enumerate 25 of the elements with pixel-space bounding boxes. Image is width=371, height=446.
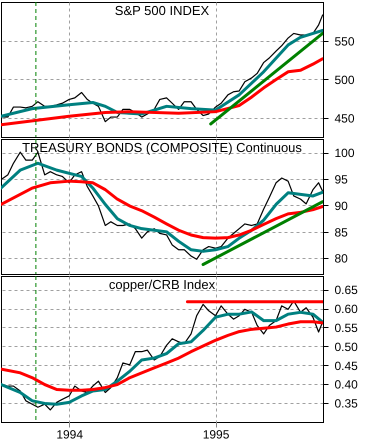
y-tick-label: 90 (334, 198, 348, 213)
y-tick-label: 0.50 (334, 340, 358, 354)
y-tick-label: 0.60 (334, 302, 358, 316)
chart-title: copper/CRB Index (108, 277, 216, 292)
chart-title: TREASURY BONDS (COMPOSITE) Continuous (22, 140, 302, 155)
y-tick-label: 0.45 (334, 358, 358, 373)
line-series (1, 180, 323, 240)
y-tick-label: 0.55 (334, 320, 358, 335)
x-tick-label: 1995 (202, 428, 230, 442)
y-tick-label: 450 (334, 111, 355, 126)
y-tick-label: 80 (334, 252, 348, 266)
line-series (1, 320, 323, 392)
y-tick-label: 100 (334, 146, 355, 160)
y-tick-label: 550 (334, 34, 355, 49)
y-tick-label: 0.40 (334, 378, 358, 392)
chart-title: S&P 500 INDEX (114, 3, 210, 18)
line-series (1, 57, 323, 126)
y-tick-label: 85 (334, 225, 348, 240)
line-series (1, 162, 323, 253)
y-tick-label: 500 (334, 72, 355, 87)
y-tick-label: 0.65 (334, 283, 358, 298)
y-tick-label: 0.35 (334, 396, 358, 411)
x-tick-label: 1994 (56, 428, 84, 442)
line-series (1, 28, 323, 118)
y-tick-label: 95 (334, 172, 348, 187)
